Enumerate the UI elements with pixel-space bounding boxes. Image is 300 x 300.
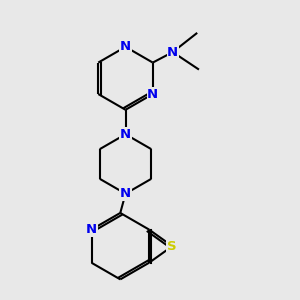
- Text: N: N: [86, 223, 97, 236]
- Text: S: S: [167, 240, 177, 253]
- Text: N: N: [147, 88, 158, 100]
- Text: N: N: [167, 46, 178, 59]
- Text: N: N: [120, 40, 131, 53]
- Text: N: N: [120, 128, 131, 141]
- Text: N: N: [120, 187, 131, 200]
